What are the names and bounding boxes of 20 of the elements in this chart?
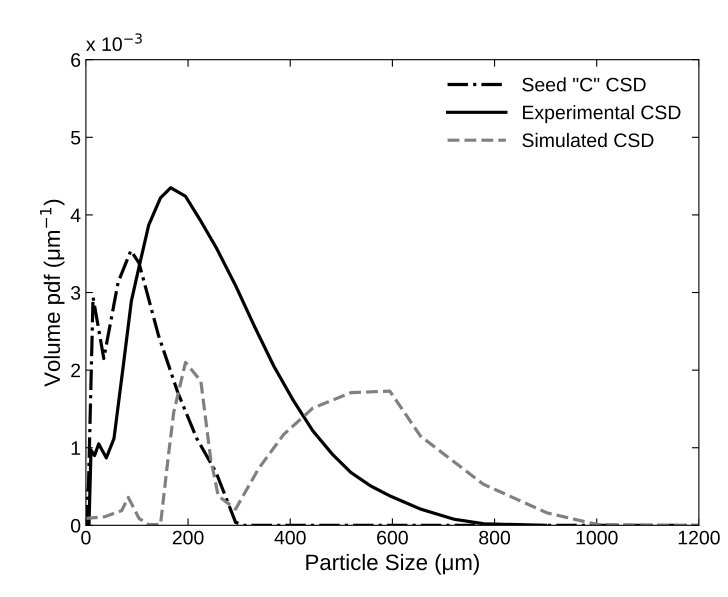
legend-label: Simulated CSD <box>522 132 654 148</box>
legend-label: Experimental CSD <box>523 105 680 124</box>
y-tick-label: 4 <box>70 208 80 222</box>
x-tick-label: 600 <box>377 530 408 545</box>
legend-label: Seed "C" CSD <box>522 77 646 92</box>
y-tick-label: 6 <box>71 53 80 67</box>
y-tick-label: 1 <box>72 441 80 455</box>
y-tick-label: 5 <box>71 130 80 145</box>
x-tick-label: 0 <box>81 530 91 545</box>
x-tick-label: 200 <box>172 530 204 545</box>
text: x 10$^{−3}$ <box>86 33 142 52</box>
y-tick-label: 2 <box>71 364 80 378</box>
y-tick-label: 0 <box>70 518 80 533</box>
x-axis-title: Particle Size (μm) <box>306 554 479 575</box>
y-axis-title: Volume pdf (μm$^{−1}$) <box>40 200 64 387</box>
y-tick-label: 3 <box>70 286 80 300</box>
x-tick-label: 1200 <box>678 530 720 545</box>
x-tick-label: 800 <box>479 530 510 545</box>
x-tick-label: 1000 <box>576 530 618 545</box>
x-tick-label: 400 <box>274 530 306 545</box>
